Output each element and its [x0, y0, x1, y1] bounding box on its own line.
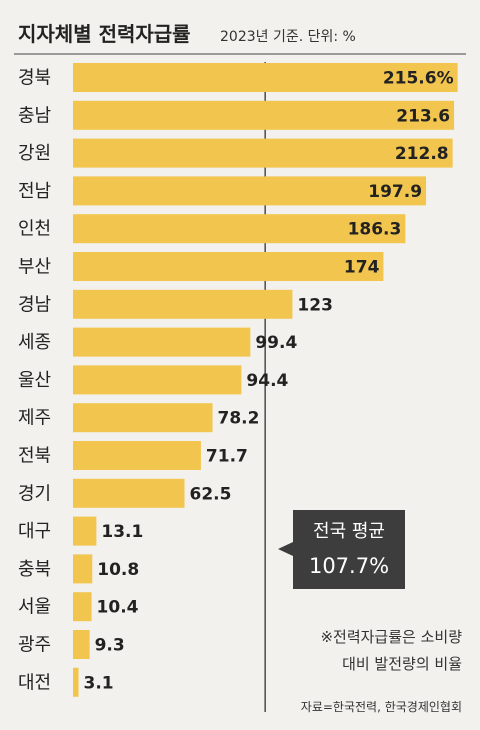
source-text: 자료=한국전력, 한국경제인협회 — [301, 700, 462, 714]
value-label: 13.1 — [101, 522, 143, 542]
callout-box — [278, 510, 405, 589]
chart-title: 지자체별 전력자급률 — [18, 22, 191, 46]
bar — [73, 630, 90, 659]
bar — [73, 667, 79, 697]
value-label: 213.6 — [396, 106, 450, 126]
bar — [73, 592, 92, 622]
bar — [73, 478, 185, 508]
value-label: 9.3 — [95, 636, 125, 656]
category-label: 인천 — [18, 219, 51, 240]
chart-subtitle: 2023년 기준. 단위: % — [220, 29, 356, 45]
category-label: 대구 — [18, 521, 51, 542]
bar — [73, 100, 455, 130]
category-label: 경남 — [18, 294, 51, 315]
bar — [73, 441, 201, 470]
category-label: 충북 — [18, 559, 51, 580]
value-label: 3.1 — [84, 673, 114, 693]
category-label: 대전 — [18, 672, 51, 693]
callout-value: 107.7% — [309, 554, 389, 578]
callout-label: 전국 평균 — [313, 521, 385, 542]
bar — [73, 289, 293, 319]
value-label: 78.2 — [218, 409, 260, 429]
bar — [73, 63, 458, 92]
footnote-line-1: ※전력자급률은 소비량 — [320, 628, 462, 646]
value-label: 94.4 — [246, 371, 288, 391]
category-label: 울산 — [18, 370, 51, 391]
category-label: 강원 — [18, 143, 51, 164]
value-label: 62.5 — [190, 484, 232, 504]
bar — [73, 403, 213, 433]
value-label: 186.3 — [348, 220, 402, 240]
bar — [73, 214, 406, 244]
value-label: 71.7 — [206, 447, 248, 467]
category-label: 경북 — [18, 68, 51, 89]
bar — [73, 252, 384, 281]
bar — [73, 138, 453, 168]
value-label: 215.6% — [383, 69, 454, 89]
category-label: 전북 — [18, 446, 51, 467]
category-label: 세종 — [18, 332, 51, 353]
bar — [73, 176, 427, 206]
national-average-callout: 전국 평균 107.7% — [278, 510, 405, 589]
value-label: 212.8 — [395, 144, 449, 164]
value-label: 10.4 — [97, 598, 139, 618]
category-label: 경기 — [18, 483, 51, 504]
value-label: 123 — [297, 295, 333, 315]
value-label: 10.8 — [97, 560, 139, 580]
category-label: 충남 — [18, 105, 51, 126]
value-label: 174 — [344, 258, 380, 278]
category-label: 부산 — [18, 257, 51, 278]
bar — [73, 327, 251, 357]
category-label: 광주 — [18, 635, 51, 656]
bar — [73, 554, 93, 584]
bar — [73, 516, 97, 546]
bar — [73, 365, 242, 395]
footnote-line-2: 대비 발전량의 비율 — [342, 655, 462, 673]
category-label: 전남 — [18, 181, 51, 202]
category-label: 서울 — [18, 597, 51, 618]
value-label: 197.9 — [368, 182, 422, 202]
value-label: 99.4 — [255, 333, 297, 353]
category-label: 제주 — [18, 408, 51, 429]
bar-group: 경북 215.6% 충남 213.6 강원 212.8 전남 197.9 인천 186.3 부산 17… — [18, 63, 458, 697]
